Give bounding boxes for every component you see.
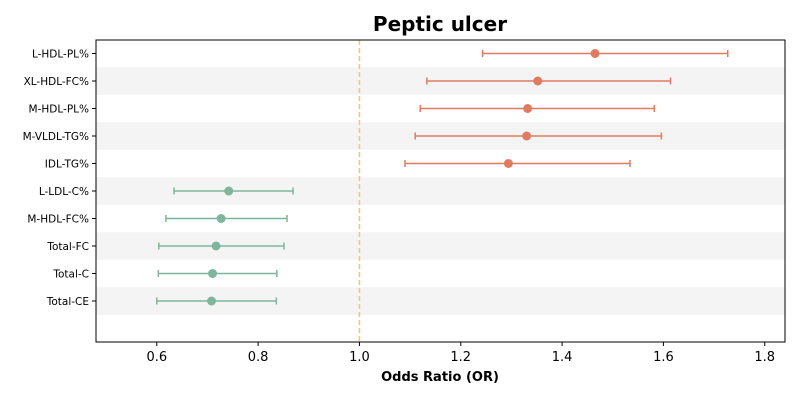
point-Total-C [157, 269, 278, 278]
y-tick-label: Total-FC [46, 241, 89, 253]
odds-ratio-marker [207, 296, 217, 306]
point-IDL-TG% [404, 159, 631, 168]
odds-ratio-marker [522, 131, 532, 141]
odds-ratio-marker [216, 214, 226, 223]
chart-title: Peptic ulcer [373, 12, 507, 36]
y-axis: L-HDL-PL% XL-HDL-FC% M-HDL-PL% M-VLDL-TG% ID… [23, 48, 96, 308]
y-tick-label: M-VLDL-TG% [23, 131, 89, 143]
odds-ratio-marker [503, 159, 513, 168]
x-tick-label: 1.4 [552, 350, 573, 365]
x-tick-label: 0.6 [146, 350, 167, 365]
y-tick-label: M-HDL-FC% [27, 213, 89, 225]
x-tick-label: 1.8 [754, 350, 775, 365]
y-tick-label: L-LDL-C% [39, 186, 89, 198]
odds-ratio-marker [208, 269, 218, 278]
odds-ratio-marker [224, 186, 234, 196]
point-XL-HDL-FC% [426, 76, 672, 86]
point-M-HDL-FC% [165, 214, 288, 223]
y-tick-label: L-HDL-PL% [32, 48, 89, 60]
point-Total-CE [156, 296, 278, 306]
y-tick-label: M-HDL-PL% [29, 103, 89, 115]
x-tick-label: 0.8 [248, 350, 269, 365]
odds-ratio-marker [523, 104, 533, 113]
odds-ratio-marker [533, 76, 543, 86]
odds-ratio-marker [211, 241, 221, 251]
odds-ratio-marker [590, 49, 600, 58]
x-axis-label: Odds Ratio (OR) [381, 370, 499, 385]
y-tick-label: Total-CE [46, 296, 89, 308]
y-tick-label: XL-HDL-FC% [24, 76, 89, 88]
data-points [156, 49, 729, 306]
x-tick-label: 1.6 [653, 350, 674, 365]
point-L-LDL-C% [173, 186, 294, 196]
point-Total-FC [158, 241, 285, 251]
point-M-HDL-PL% [419, 104, 656, 113]
x-tick-label: 1.0 [349, 350, 370, 365]
y-tick-label: Total-C [52, 268, 89, 280]
point-L-HDL-PL% [481, 49, 729, 58]
point-M-VLDL-TG% [414, 131, 663, 141]
x-axis: 0.6 0.8 1.0 1.2 1.4 1.6 1.8 [146, 342, 775, 365]
y-tick-label: IDL-TG% [45, 158, 89, 170]
x-tick-label: 1.2 [450, 350, 471, 365]
